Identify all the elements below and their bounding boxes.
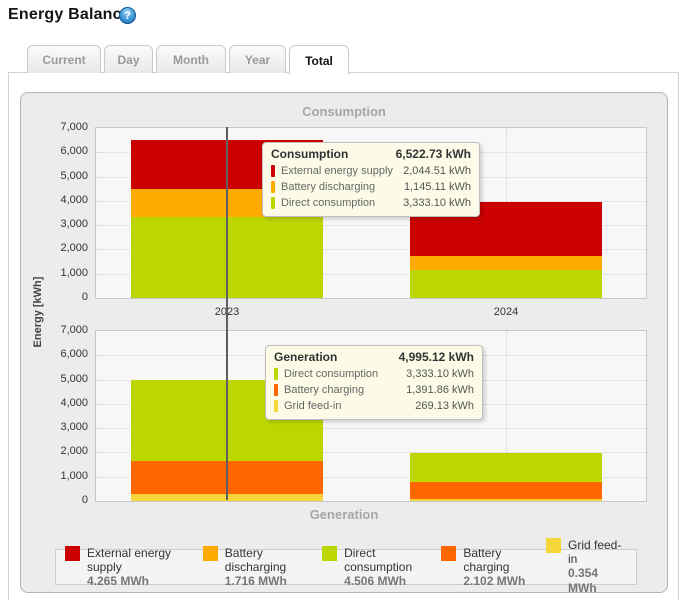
tooltip-row-value: 3,333.10 kWh xyxy=(403,197,471,209)
legend-label: Grid feed-in xyxy=(568,538,622,566)
direct-consumption-chip xyxy=(271,197,275,209)
legend-item-grid-feed-in: Grid feed-in 0.354 MWh xyxy=(546,538,627,596)
direct-consumption-chip xyxy=(274,368,278,380)
h-gridline xyxy=(96,476,646,478)
y-tick-label: 0 xyxy=(81,291,88,303)
tooltip-row-label: Battery charging xyxy=(284,384,365,396)
bar-2024-direct-consumption[interactable] xyxy=(410,269,602,298)
legend-value: 2.102 MWh xyxy=(463,573,526,588)
v-gridline xyxy=(506,331,507,501)
y-tick-label: 7,000 xyxy=(60,324,88,336)
y-tick-label: 5,000 xyxy=(60,372,88,385)
tooltip-title: Consumption xyxy=(271,147,349,161)
consumption-chart-title: Consumption xyxy=(302,104,386,119)
tooltip-row-value: 3,333.10 kWh xyxy=(406,368,474,380)
legend-item-direct-consumption: Direct consumption 4.506 MWh xyxy=(322,545,441,589)
x-tick-label-2024: 2024 xyxy=(493,306,519,318)
legend-value: 4.506 MWh xyxy=(344,573,407,588)
tooltip-row: Grid feed-in 269.13 kWh xyxy=(274,398,474,414)
page-title: Energy Balance xyxy=(8,6,131,23)
chart-legend: External energy supply 4.265 MWh Battery… xyxy=(55,538,637,595)
tooltip-total: 4,995.12 kWh xyxy=(398,350,474,364)
tooltip-row-value: 2,044.51 kWh xyxy=(403,165,471,177)
battery-charging-chip xyxy=(274,384,278,396)
tooltip-row-value: 1,391.86 kWh xyxy=(406,384,474,396)
tooltip-row: Battery discharging 1,145.11 kWh xyxy=(271,179,471,195)
external-energy-supply-chip xyxy=(271,165,275,177)
generation-chart-title: Generation xyxy=(309,507,379,522)
tooltip-row: Direct consumption 3,333.10 kWh xyxy=(271,195,471,211)
bar-2024-direct-consumption[interactable] xyxy=(410,453,602,482)
h-gridline xyxy=(96,273,646,275)
legend-item-battery-charging: Battery charging 2.102 MWh xyxy=(441,545,546,589)
legend-label: External energy supply xyxy=(87,545,172,574)
tooltip-title: Generation xyxy=(274,350,338,364)
y-tick-label: 4,000 xyxy=(60,193,88,206)
tooltip-row: Battery charging 1,391.86 kWh xyxy=(274,382,474,398)
generation-tooltip: Generation 4,995.12 kWh Direct consumpti… xyxy=(265,345,483,420)
tooltip-row-label: Grid feed-in xyxy=(284,400,342,412)
grid-feed-in-swatch xyxy=(546,538,561,553)
y-tick-label: 0 xyxy=(81,494,88,506)
external-energy-supply-swatch xyxy=(65,545,80,561)
y-tick-label: 7,000 xyxy=(60,121,88,133)
y-tick-label: 2,000 xyxy=(60,445,88,458)
battery-charging-swatch xyxy=(441,545,457,561)
bar-2024-battery-charging[interactable] xyxy=(410,481,602,499)
bar-2024-battery-discharging[interactable] xyxy=(410,255,602,270)
tooltip-row-label: External energy supply xyxy=(281,165,393,177)
tooltip-row-label: Battery discharging xyxy=(281,181,376,193)
y-tick-label: 2,000 xyxy=(60,242,88,255)
battery-discharging-swatch xyxy=(202,545,218,561)
chart-cursor-line xyxy=(226,127,228,500)
direct-consumption-swatch xyxy=(322,545,338,561)
grid-feed-in-chip xyxy=(274,400,278,412)
legend-label: Battery charging xyxy=(463,545,510,574)
legend-value: 1.716 MWh xyxy=(224,573,287,588)
h-gridline xyxy=(96,452,646,454)
tab-day[interactable]: Day xyxy=(104,45,153,73)
battery-discharging-chip xyxy=(271,181,275,193)
consumption-tooltip: Consumption 6,522.73 kWh External energy… xyxy=(262,142,480,217)
h-gridline xyxy=(96,428,646,430)
h-gridline xyxy=(96,225,646,227)
legend-label: Direct consumption xyxy=(344,545,413,574)
tab-month[interactable]: Month xyxy=(156,45,226,73)
y-tick-label: 3,000 xyxy=(60,421,88,434)
y-tick-label: 6,000 xyxy=(60,348,88,361)
tab-year[interactable]: Year xyxy=(229,45,286,73)
y-tick-label: 1,000 xyxy=(60,469,88,482)
tab-current[interactable]: Current xyxy=(27,45,101,73)
tooltip-row-value: 269.13 kWh xyxy=(415,400,474,412)
chart-panel: Consumption 7,000 6,000 5,000 4,000 3,000 2,0… xyxy=(20,92,668,595)
tooltip-row-value: 1,145.11 kWh xyxy=(403,181,471,193)
y-tick-label: 5,000 xyxy=(60,169,88,182)
y-tick-label: 4,000 xyxy=(60,396,88,409)
y-tick-label: 1,000 xyxy=(60,266,88,279)
bar-2024-grid-feed-in[interactable] xyxy=(410,498,602,501)
tooltip-row-label: Direct consumption xyxy=(284,368,379,380)
legend-value: 0.354 MWh xyxy=(568,566,599,595)
tab-content: Consumption 7,000 6,000 5,000 4,000 3,000 2,0… xyxy=(8,72,679,600)
tooltip-row-label: Direct consumption xyxy=(281,197,376,209)
legend-item-external-energy-supply: External energy supply 4.265 MWh xyxy=(65,545,203,589)
tooltip-total: 6,522.73 kWh xyxy=(395,147,471,161)
legend-item-battery-discharging: Battery discharging 1.716 MWh xyxy=(202,545,322,589)
tab-total[interactable]: Total xyxy=(289,45,349,75)
y-tick-label: 3,000 xyxy=(60,218,88,231)
h-gridline xyxy=(96,249,646,251)
y-tick-label: 6,000 xyxy=(60,145,88,158)
tooltip-row: Direct consumption 3,333.10 kWh xyxy=(274,366,474,382)
help-icon[interactable]: ? xyxy=(119,7,136,24)
tooltip-row: External energy supply 2,044.51 kWh xyxy=(271,163,471,179)
legend-label: Battery discharging xyxy=(224,545,287,574)
legend-value: 4.265 MWh xyxy=(87,573,150,588)
